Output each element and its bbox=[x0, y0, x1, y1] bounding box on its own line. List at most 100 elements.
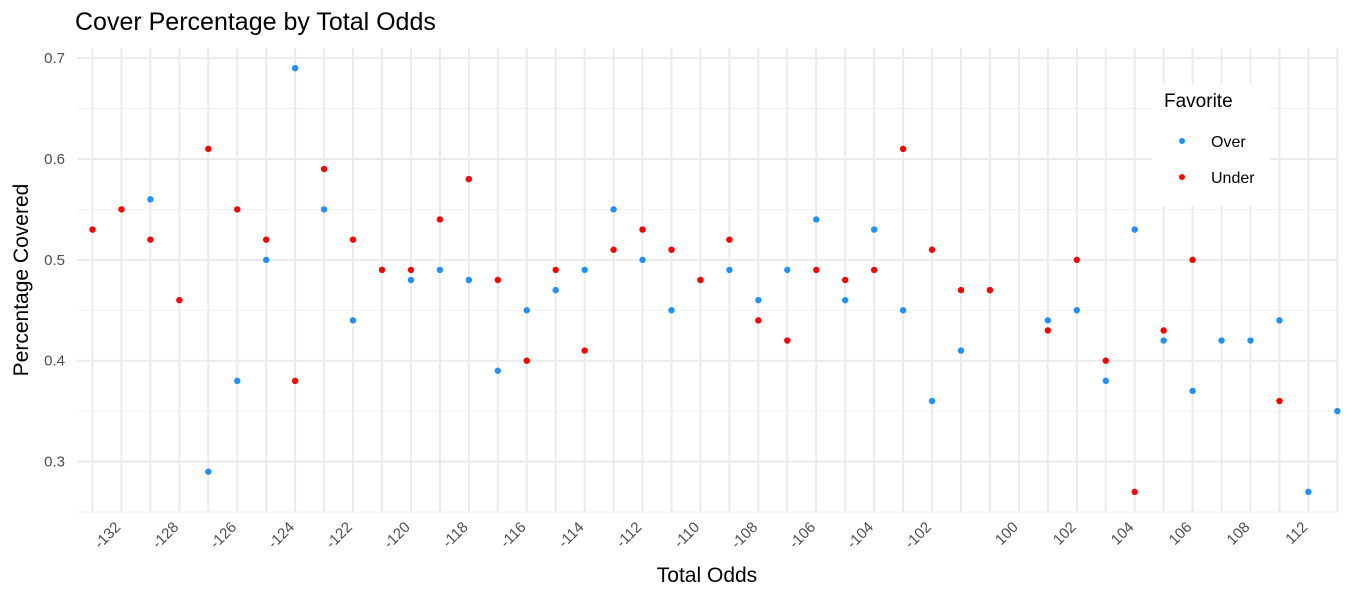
point-under bbox=[1160, 327, 1167, 334]
point-over bbox=[1334, 407, 1341, 415]
point-over bbox=[1102, 377, 1109, 385]
point-over bbox=[407, 276, 415, 284]
point-over bbox=[755, 296, 762, 304]
point-over bbox=[1189, 387, 1196, 395]
y-tick-label: 0.6 bbox=[44, 151, 65, 168]
point-under bbox=[842, 276, 849, 284]
x-tick-label: -122 bbox=[323, 519, 356, 552]
point-over bbox=[291, 64, 299, 72]
point-under bbox=[928, 246, 936, 253]
x-tick-label: -110 bbox=[671, 519, 703, 551]
x-tick-label: -124 bbox=[265, 519, 298, 552]
x-tick-label: 100 bbox=[992, 519, 1022, 549]
legend-over-label: Over bbox=[1211, 134, 1246, 151]
point-over bbox=[610, 206, 617, 213]
y-axis-ticks: 0.3 0.4 0.5 0.6 0.7 bbox=[44, 50, 65, 470]
point-over bbox=[1305, 488, 1312, 496]
y-tick-label: 0.4 bbox=[44, 353, 65, 370]
legend-over-marker bbox=[1179, 138, 1185, 144]
point-over bbox=[552, 286, 559, 294]
point-under bbox=[899, 145, 907, 153]
point-under bbox=[813, 266, 820, 274]
point-over bbox=[1247, 337, 1254, 344]
point-over bbox=[813, 216, 820, 223]
point-over bbox=[842, 296, 849, 304]
point-over bbox=[784, 266, 791, 274]
y-tick-label: 0.5 bbox=[44, 252, 65, 269]
x-tick-label: -118 bbox=[439, 519, 471, 551]
point-under bbox=[1102, 357, 1109, 364]
point-over bbox=[1131, 226, 1138, 233]
point-under bbox=[610, 246, 617, 253]
y-tick-label: 0.3 bbox=[44, 454, 65, 471]
point-under bbox=[697, 276, 704, 284]
point-under bbox=[118, 206, 125, 213]
legend-title: Favorite bbox=[1164, 91, 1233, 112]
point-under bbox=[668, 246, 675, 253]
point-over bbox=[928, 397, 936, 405]
point-under bbox=[755, 317, 762, 324]
legend: Favorite Over Under bbox=[1152, 84, 1270, 206]
point-under bbox=[407, 266, 415, 274]
point-under bbox=[1131, 488, 1138, 496]
x-tick-label: -112 bbox=[613, 519, 645, 551]
point-over bbox=[581, 266, 588, 274]
point-over bbox=[147, 196, 154, 203]
legend-background bbox=[1152, 84, 1270, 206]
x-tick-label: -132 bbox=[91, 519, 124, 552]
point-under bbox=[320, 165, 328, 173]
point-under bbox=[205, 145, 212, 153]
y-tick-label: 0.7 bbox=[44, 50, 65, 67]
point-over bbox=[1276, 317, 1283, 324]
point-over bbox=[957, 347, 965, 354]
point-over bbox=[465, 276, 473, 284]
legend-under-label: Under bbox=[1211, 170, 1255, 187]
point-over bbox=[263, 256, 270, 264]
point-under bbox=[784, 337, 791, 344]
x-tick-label: -114 bbox=[555, 519, 587, 551]
point-over bbox=[494, 367, 501, 374]
x-tick-label: -120 bbox=[381, 519, 414, 552]
point-over bbox=[349, 317, 357, 324]
point-over bbox=[205, 468, 212, 475]
point-over bbox=[668, 307, 675, 314]
point-under bbox=[523, 357, 530, 364]
x-tick-label: 104 bbox=[1108, 519, 1138, 549]
point-over bbox=[1218, 337, 1225, 344]
point-over bbox=[1044, 317, 1052, 324]
point-under bbox=[176, 296, 183, 304]
point-over bbox=[523, 307, 530, 314]
x-tick-label: -102 bbox=[902, 519, 935, 552]
point-over bbox=[234, 377, 241, 385]
point-under bbox=[1044, 327, 1052, 334]
data-points bbox=[89, 64, 1341, 496]
point-under bbox=[1073, 256, 1081, 264]
x-tick-label: -106 bbox=[786, 519, 819, 552]
chart-title: Cover Percentage by Total Odds bbox=[75, 8, 436, 36]
point-under bbox=[581, 347, 588, 354]
x-tick-label: -116 bbox=[497, 519, 529, 551]
point-under bbox=[291, 377, 299, 385]
point-under bbox=[1276, 397, 1283, 405]
point-under bbox=[986, 286, 994, 294]
point-under bbox=[234, 206, 241, 213]
point-under bbox=[147, 236, 154, 243]
point-under bbox=[726, 236, 733, 243]
x-tick-label: -108 bbox=[728, 519, 761, 552]
legend-under-marker bbox=[1179, 174, 1185, 180]
x-tick-label: 106 bbox=[1166, 519, 1196, 549]
point-over bbox=[436, 266, 444, 274]
x-tick-label: 108 bbox=[1224, 519, 1254, 549]
point-under bbox=[465, 175, 473, 183]
point-under bbox=[639, 226, 646, 233]
point-under bbox=[436, 216, 444, 223]
x-tick-label: 112 bbox=[1282, 519, 1311, 548]
point-over bbox=[1073, 307, 1081, 314]
point-over bbox=[726, 266, 733, 274]
x-tick-label: -126 bbox=[207, 519, 240, 552]
point-under bbox=[870, 266, 878, 274]
x-tick-label: -104 bbox=[844, 519, 877, 552]
point-under bbox=[349, 236, 357, 243]
point-over bbox=[639, 256, 646, 264]
